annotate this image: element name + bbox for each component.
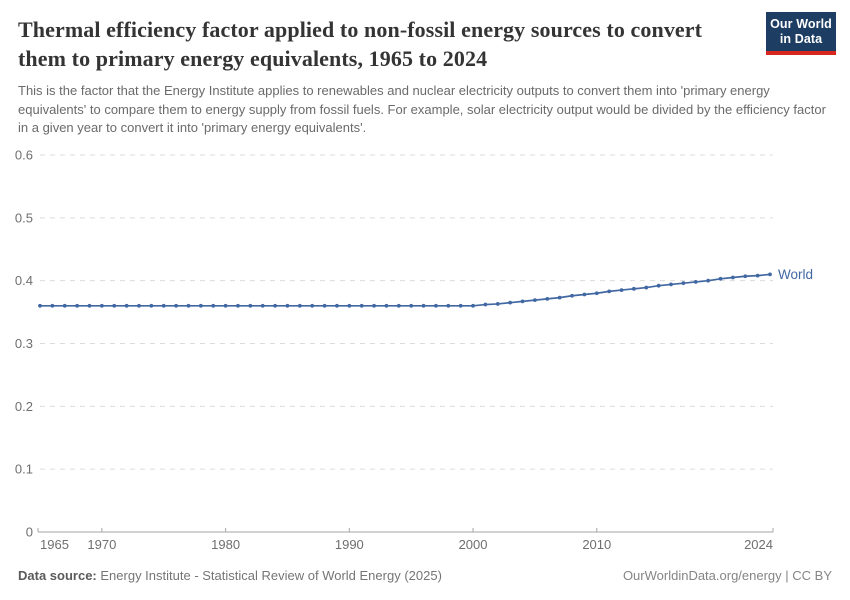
data-point[interactable] <box>260 303 265 308</box>
data-point[interactable] <box>458 303 463 308</box>
data-source: Data source: Energy Institute - Statisti… <box>18 568 442 583</box>
data-point[interactable] <box>335 303 339 308</box>
data-point[interactable] <box>347 303 352 308</box>
data-point[interactable] <box>619 288 624 292</box>
x-axis-tick-label: 1980 <box>211 537 240 552</box>
chart-subtitle: This is the factor that the Energy Insti… <box>18 83 826 135</box>
data-point[interactable] <box>631 286 636 291</box>
series-line-world[interactable] <box>40 273 771 307</box>
data-point[interactable] <box>359 303 364 308</box>
data-point[interactable] <box>87 303 92 308</box>
data-point[interactable] <box>161 303 166 308</box>
x-axis-tick-label: 2024 <box>744 537 773 552</box>
data-point[interactable] <box>557 295 562 300</box>
data-point[interactable] <box>322 303 327 308</box>
page-title: Thermal efficiency factor applied to non… <box>18 17 703 71</box>
data-point[interactable] <box>644 285 649 290</box>
data-point[interactable] <box>409 303 414 308</box>
data-point[interactable] <box>508 300 513 305</box>
y-axis-tick-label: 0.4 <box>15 273 33 288</box>
data-point[interactable] <box>50 303 55 308</box>
data-point[interactable] <box>223 303 228 308</box>
data-point[interactable] <box>372 303 376 308</box>
data-point[interactable] <box>75 303 80 308</box>
data-point[interactable] <box>285 303 290 308</box>
data-point[interactable] <box>297 303 302 308</box>
data-point[interactable] <box>669 282 673 287</box>
owid-logo[interactable]: Our World in Data <box>766 12 836 55</box>
data-point[interactable] <box>520 299 525 304</box>
y-axis-tick-label: 0.3 <box>15 336 33 351</box>
data-point[interactable] <box>495 302 500 306</box>
data-point[interactable] <box>743 274 748 279</box>
x-axis-tick-label: 2000 <box>459 537 488 552</box>
owid-credit-link[interactable]: OurWorldinData.org/energy | CC BY <box>622 568 832 583</box>
data-point[interactable] <box>62 303 67 308</box>
data-point[interactable] <box>693 280 698 284</box>
x-axis-tick-label: 1970 <box>87 537 116 552</box>
data-point[interactable] <box>149 303 154 308</box>
line-chart: 0 0.1 0.2 0.3 0.4 0.5 0.6 1965 1970 1980 1990 2000 2… <box>0 140 850 560</box>
data-point[interactable] <box>533 298 537 303</box>
x-axis-tick-label: 1965 <box>40 537 69 552</box>
data-point[interactable] <box>248 303 253 308</box>
data-point[interactable] <box>434 303 438 308</box>
y-axis-tick-label: 0.6 <box>15 148 33 163</box>
data-point[interactable] <box>755 273 760 278</box>
data-point[interactable] <box>124 303 129 308</box>
data-point[interactable] <box>483 302 488 307</box>
data-point[interactable] <box>730 275 735 280</box>
data-source-text[interactable]: Energy Institute - Statistical Review of… <box>100 568 442 583</box>
data-point[interactable] <box>174 303 179 308</box>
data-point[interactable] <box>582 292 587 297</box>
data-point[interactable] <box>112 303 117 308</box>
y-axis-tick-label: 0 <box>26 525 33 540</box>
data-point[interactable] <box>570 293 574 298</box>
data-point[interactable] <box>273 303 277 308</box>
data-point[interactable] <box>137 303 141 308</box>
data-point[interactable] <box>99 303 104 308</box>
data-point[interactable] <box>38 303 42 308</box>
series-end-label-world[interactable]: World <box>778 267 813 282</box>
data-point[interactable] <box>236 303 240 308</box>
data-point[interactable] <box>656 283 661 288</box>
owid-logo-line1: Our World <box>770 17 832 31</box>
x-axis-tick-label: 2010 <box>582 537 611 552</box>
y-axis-tick-label: 0.2 <box>15 399 33 414</box>
chart-footer: Data source: Energy Institute - Statisti… <box>18 568 832 583</box>
data-point[interactable] <box>186 303 191 308</box>
data-point[interactable] <box>681 281 686 286</box>
data-point[interactable] <box>706 278 711 283</box>
data-point[interactable] <box>446 303 451 308</box>
data-point[interactable] <box>718 276 723 281</box>
data-point[interactable] <box>607 289 612 294</box>
y-axis-tick-label: 0.5 <box>15 210 33 225</box>
data-point[interactable] <box>384 303 389 308</box>
data-source-label: Data source: <box>18 568 97 583</box>
data-point[interactable] <box>545 296 550 301</box>
data-point[interactable] <box>396 303 401 308</box>
data-point[interactable] <box>211 303 216 308</box>
data-point[interactable] <box>421 303 426 308</box>
data-point[interactable] <box>310 303 315 308</box>
x-axis-tick-label: 1990 <box>335 537 364 552</box>
y-axis-tick-label: 0.1 <box>15 462 33 477</box>
data-point[interactable] <box>768 272 772 277</box>
data-point[interactable] <box>471 303 475 308</box>
chart-header: Thermal efficiency factor applied to non… <box>18 15 835 138</box>
data-point[interactable] <box>594 291 599 296</box>
owid-logo-line2: in Data <box>779 32 823 46</box>
chart-svg: 0 0.1 0.2 0.3 0.4 0.5 0.6 1965 1970 1980 1990 2000 2… <box>15 148 813 553</box>
data-point[interactable] <box>198 303 203 308</box>
